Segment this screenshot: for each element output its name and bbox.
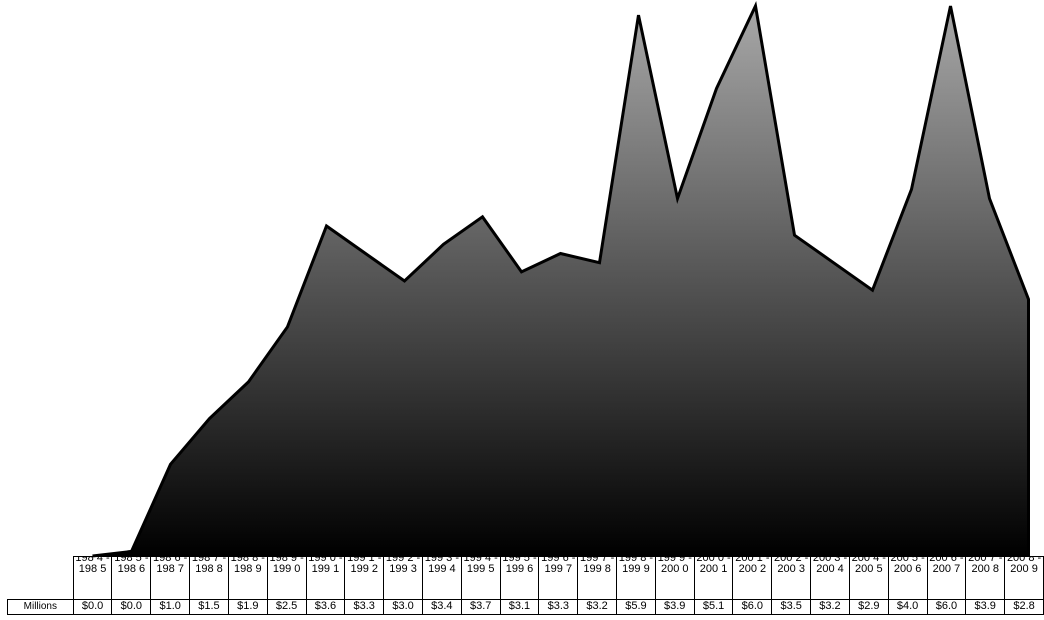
category-label: 198 9 - 199 0 [269,556,304,575]
value-cell: $5.1 [693,599,734,615]
value-cell: $3.9 [965,599,1006,615]
value-cell: $3.5 [771,599,812,615]
category-label: 200 3 - 200 4 [812,556,848,575]
value-cell: $3.0 [383,599,423,615]
category-cell: 199 5 - 199 6 [499,556,540,600]
value-cell: $0.0 [72,599,113,615]
category-cell: 199 2 - 199 3 [383,556,423,600]
category-cell: 199 4 - 199 5 [460,556,501,600]
value-cell: $3.2 [577,599,618,615]
category-cell: 200 1 - 200 2 [732,556,773,600]
category-cell: 198 6 - 198 7 [150,556,191,600]
category-cell: 200 8 - 200 9 [1004,556,1044,600]
category-cell: 199 3 - 199 4 [421,556,462,600]
category-label: 199 1 - 199 2 [347,556,382,575]
category-cell: 199 8 - 199 9 [616,556,656,600]
value-cell: $2.5 [266,599,307,615]
category-cell: 199 9 - 200 0 [654,556,695,600]
category-label: 200 2 - 200 3 [774,556,809,575]
value-cell: $3.6 [305,599,346,615]
value-cell: $2.9 [848,599,889,615]
category-label: 200 4 - 200 5 [851,556,886,575]
category-label: 200 6 - 200 7 [929,556,964,575]
value-cell: $2.8 [1004,599,1044,615]
category-label: 199 9 - 200 0 [657,556,692,575]
value-cell: $3.3 [344,599,385,615]
value-cell: $5.9 [616,599,656,615]
category-cell: 198 7 - 198 8 [189,556,229,600]
category-label: 199 4 - 199 5 [463,556,498,575]
category-label: 198 5 - 198 6 [114,556,149,575]
category-cell: 199 0 - 199 1 [305,556,346,600]
series-line [92,1,1030,558]
value-cell: $6.0 [732,599,773,615]
category-label: 199 0 - 199 1 [308,556,343,575]
category-label: 199 5 - 199 6 [502,556,537,575]
category-cell: 198 8 - 198 9 [227,556,268,600]
category-cell: 199 7 - 199 8 [577,556,618,600]
category-cell: 200 7 - 200 8 [965,556,1006,600]
value-row: Millions $0.0 $0.0 $1.0 $1.5 $1.9 $2.5 $3.6 $3.3… [7,599,1044,615]
value-cell: $1.5 [189,599,229,615]
series-name: Millions [7,599,74,615]
category-cell: 198 4 - 198 5 [72,556,113,600]
category-cell: 199 1 - 199 2 [344,556,385,600]
value-cell: $3.9 [654,599,695,615]
value-cell: $3.2 [810,599,850,615]
series-area [92,6,1029,556]
value-cell: $3.7 [460,599,501,615]
value-cell: $1.0 [150,599,191,615]
category-label: 199 2 - 199 3 [385,556,421,575]
category-cell: 198 9 - 199 0 [266,556,307,600]
category-cell: 199 6 - 199 7 [538,556,579,600]
value-cell: $3.4 [421,599,462,615]
category-label: 199 6 - 199 7 [541,556,576,575]
category-label: 198 6 - 198 7 [153,556,188,575]
category-label: 199 7 - 199 8 [579,556,615,575]
category-cell: 200 3 - 200 4 [810,556,850,600]
category-label: 199 3 - 199 4 [424,556,459,575]
category-label: 198 4 - 198 5 [75,556,110,575]
category-label: 200 1 - 200 2 [735,556,770,575]
area-chart [92,1,1030,558]
category-cell: 200 4 - 200 5 [848,556,889,600]
value-cell: $6.0 [926,599,967,615]
table-corner [8,557,74,600]
category-label: 200 8 - 200 9 [1006,556,1042,575]
category-label: 199 8 - 199 9 [618,556,654,575]
category-label: 198 7 - 198 8 [191,556,227,575]
category-cell: 200 5 - 200 6 [887,556,928,600]
value-cell: $4.0 [887,599,928,615]
value-cell: $3.3 [538,599,579,615]
value-cell: $3.1 [499,599,540,615]
category-label: 200 5 - 200 6 [890,556,925,575]
value-cell: $1.9 [227,599,268,615]
category-cell: 200 6 - 200 7 [926,556,967,600]
category-cell: 200 2 - 200 3 [771,556,812,600]
category-cell: 200 0 - 200 1 [693,556,734,600]
category-label: 200 0 - 200 1 [696,556,731,575]
category-label: 198 8 - 198 9 [230,556,265,575]
category-label: 200 7 - 200 8 [968,556,1003,575]
value-cell: $0.0 [111,599,152,615]
category-cell: 198 5 - 198 6 [111,556,152,600]
